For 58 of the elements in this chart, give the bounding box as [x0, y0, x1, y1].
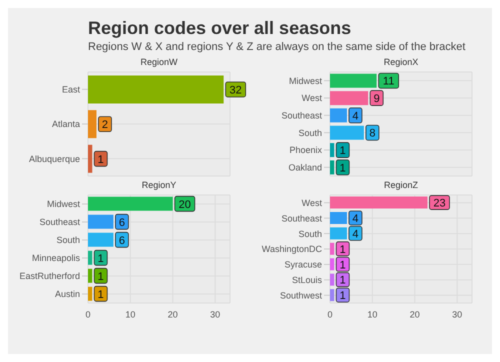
y-tick-label: EastRutherford — [19, 271, 80, 282]
y-tick-label: West — [302, 93, 322, 104]
data-label: 1 — [340, 290, 346, 302]
y-tick-label: Atlanta — [52, 119, 80, 130]
data-label: 2 — [102, 119, 108, 132]
y-tick-label: Southwest — [280, 290, 322, 300]
y-tick-label: Albuquerque — [28, 154, 80, 164]
data-label: 1 — [98, 252, 104, 265]
x-tick-label: 30 — [210, 309, 220, 320]
data-label: 1 — [98, 288, 104, 301]
y-tick-label: South — [298, 128, 322, 138]
data-label: 20 — [178, 198, 191, 211]
data-label: 6 — [118, 216, 125, 229]
y-tick-label: Southeast — [281, 213, 322, 224]
data-label: 32 — [230, 84, 242, 96]
y-tick-label: West — [302, 198, 322, 208]
y-tick-label: Midwest — [46, 199, 80, 210]
x-tick-label: 10 — [125, 309, 136, 320]
x-tick-label: 20 — [410, 309, 420, 320]
y-tick-label: Syracuse — [284, 260, 322, 270]
data-label: 1 — [340, 162, 346, 174]
data-label: 4 — [352, 110, 359, 122]
y-tick-label: Southeast — [281, 110, 322, 121]
data-label: 1 — [340, 259, 346, 272]
data-label: 11 — [382, 76, 394, 88]
x-tick-label: 0 — [85, 309, 91, 320]
data-label: 6 — [118, 234, 125, 247]
y-tick-label: Southeast — [39, 217, 80, 228]
chart-title: RegionZ — [382, 180, 420, 192]
y-tick-label: StLouis — [292, 275, 322, 286]
y-tick-label: Oakland — [288, 162, 322, 173]
x-tick-label: 20 — [168, 309, 178, 320]
chart-title: RegionY — [140, 180, 178, 192]
data-label: 4 — [352, 228, 359, 240]
data-label: 1 — [340, 145, 346, 158]
y-tick-label: Midwest — [288, 76, 322, 86]
x-tick-label: 0 — [327, 309, 333, 320]
y-tick-label: Phoenix — [289, 145, 322, 156]
data-label: 8 — [369, 128, 376, 140]
data-label: 1 — [340, 244, 346, 256]
data-label: 4 — [352, 212, 359, 225]
chart-title: RegionW — [139, 57, 178, 69]
y-tick-label: WashingtonDC — [262, 244, 322, 254]
x-tick-label: 10 — [367, 309, 378, 320]
data-label: 1 — [98, 270, 104, 283]
data-label: 1 — [340, 274, 346, 287]
data-label: 9 — [374, 93, 380, 106]
y-tick-label: Austin — [54, 289, 80, 300]
y-tick-label: East — [62, 84, 80, 95]
y-tick-label: South — [298, 228, 322, 239]
x-tick-label: 30 — [452, 309, 462, 320]
data-label: 1 — [98, 154, 104, 166]
text: Regions W & X and regions Y & Z are always on the same side of the bracket — [88, 41, 466, 53]
data-label: 23 — [433, 198, 446, 210]
y-tick-label: South — [56, 235, 80, 246]
chart-title: RegionX — [382, 57, 420, 69]
y-tick-label: Minneapolis — [32, 253, 80, 264]
text: Region codes over all seasons — [88, 18, 352, 39]
